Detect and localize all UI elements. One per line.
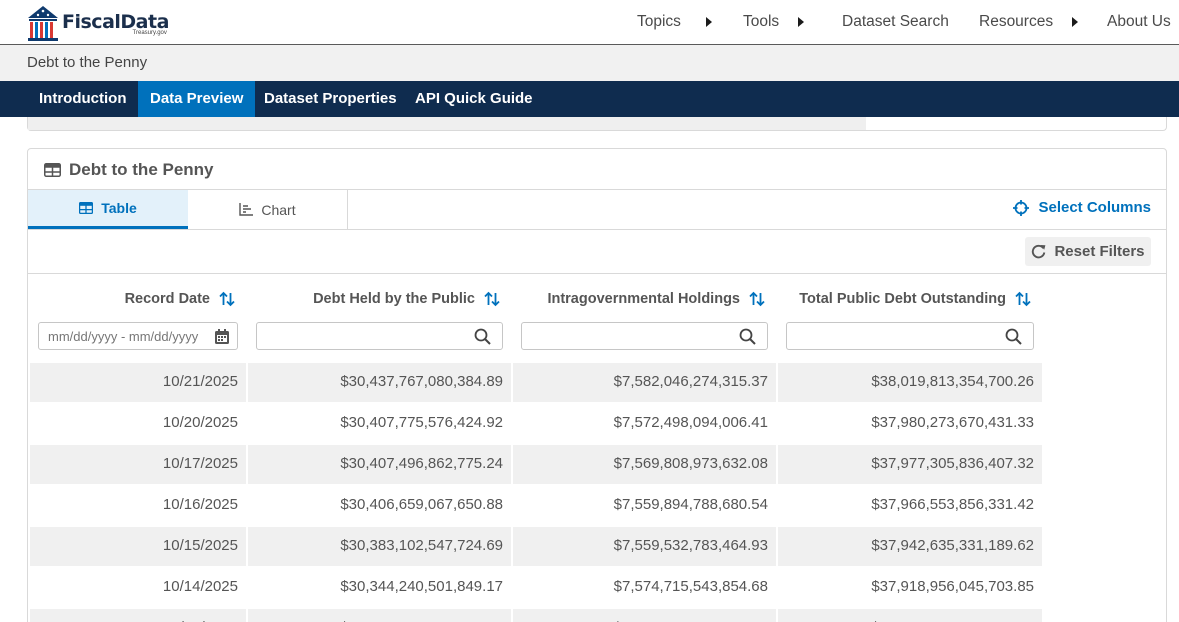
tab-introduction[interactable]: Introduction (39, 90, 127, 107)
nav-tools-label: Tools (743, 13, 780, 30)
cell-intragovernmental: $7,574,715,543,854.68 (613, 578, 768, 595)
cell-record-date: 10/14/2025 (162, 578, 238, 595)
sort-icon (484, 291, 500, 307)
search-icon (1005, 328, 1022, 345)
site-header: FiscalData Treasury.gov Topics Tools Dat… (0, 0, 1179, 45)
cell-total-debt: $37,918,956,045,703.85 (871, 578, 1034, 595)
table-icon (79, 202, 94, 214)
previous-section-remnant (27, 117, 1167, 131)
data-preview-card: Debt to the Penny Table Chart Select Col… (27, 148, 1167, 622)
debt-held-search-input[interactable] (256, 322, 503, 350)
table-view-tab[interactable]: Table (28, 190, 188, 229)
nav-resources[interactable]: Resources (979, 13, 1079, 31)
nav-tools[interactable]: Tools (743, 13, 805, 31)
cell-total-debt: $37,977,305,836,407.32 (778, 445, 1042, 484)
cell-intragovernmental: $7,571,631,838,138.14 (513, 609, 776, 622)
card-title: Debt to the Penny (44, 159, 214, 181)
caret-right-icon (798, 17, 805, 27)
cell-debt-held: $30,344,240,501,849.17 (340, 578, 503, 595)
nav-about-us[interactable]: About Us (1107, 13, 1171, 31)
cell-record-date: 10/15/2025 (30, 527, 246, 566)
cell-intragovernmental: $7,559,894,788,680.54 (613, 496, 768, 513)
cell-total-debt: $37,966,553,856,331.42 (871, 496, 1034, 513)
column-header-debt-held-by-public[interactable]: Debt Held by the Public (248, 289, 500, 309)
cell-total-debt: $38,019,813,354,700.26 (778, 363, 1042, 402)
bar-chart-icon (239, 203, 254, 216)
caret-right-icon (1072, 17, 1079, 27)
column-header-label: Total Public Debt Outstanding (799, 291, 1006, 307)
column-header-label: Record Date (124, 291, 210, 307)
logo-subtitle: Treasury.gov (132, 30, 167, 36)
cell-record-date: 10/16/2025 (162, 496, 238, 513)
tab-dataset-properties[interactable]: Dataset Properties (264, 90, 397, 107)
reset-filters-label: Reset Filters (1054, 243, 1145, 260)
tab-api-quick-guide[interactable]: API Quick Guide (415, 90, 533, 107)
chart-view-label: Chart (261, 201, 296, 218)
cell-record-date: 10/21/2025 (30, 363, 246, 402)
card-title-text: Debt to the Penny (69, 160, 214, 179)
cell-record-date: 10/10/2025 (30, 609, 246, 622)
fiscaldata-logo[interactable]: FiscalData Treasury.gov (26, 3, 169, 41)
search-icon (474, 328, 491, 345)
table-view-label: Table (101, 200, 137, 216)
cell-intragovernmental: $7,582,046,274,315.37 (513, 363, 776, 402)
breadcrumb: Debt to the Penny (27, 54, 148, 71)
cell-debt-held: $30,407,775,576,424.92 (340, 414, 503, 431)
column-header-record-date[interactable]: Record Date (38, 289, 235, 309)
select-columns-button[interactable]: Select Columns (1013, 199, 1151, 216)
intragovernmental-search-input[interactable] (521, 322, 768, 350)
cell-total-debt: $37,980,273,670,431.33 (871, 414, 1034, 431)
cell-debt-held: $30,407,496,862,775.24 (248, 445, 511, 484)
select-columns-label: Select Columns (1038, 199, 1151, 216)
section-tabs: Introduction Data Preview Dataset Proper… (0, 81, 1179, 117)
nav-dataset-search-label: Dataset Search (842, 13, 949, 30)
sort-icon (1015, 291, 1031, 307)
caret-right-icon (705, 17, 712, 27)
cell-intragovernmental: $7,572,498,094,006.41 (613, 414, 768, 431)
cell-debt-held: $30,406,659,067,650.88 (340, 496, 503, 513)
breadcrumb-bar: Debt to the Penny (0, 45, 1179, 81)
total-debt-search-input[interactable] (786, 322, 1034, 350)
cell-total-debt: $37,942,635,331,189.62 (778, 527, 1042, 566)
table-icon (44, 163, 61, 177)
nav-about-us-label: About Us (1107, 13, 1171, 30)
column-header-label: Intragovernmental Holdings (547, 291, 740, 307)
nav-topics-label: Topics (637, 13, 681, 30)
column-header-label: Debt Held by the Public (313, 291, 475, 307)
cell-intragovernmental: $7,559,532,783,464.93 (513, 527, 776, 566)
crosshair-icon (1013, 199, 1030, 216)
reset-icon (1032, 244, 1046, 259)
cell-record-date: 10/17/2025 (30, 445, 246, 484)
reset-filters-button[interactable]: Reset Filters (1025, 237, 1151, 266)
nav-dataset-search[interactable]: Dataset Search (842, 13, 949, 31)
sort-icon (219, 291, 235, 307)
cell-record-date: 10/20/2025 (162, 414, 238, 431)
nav-topics[interactable]: Topics (637, 13, 712, 31)
date-range-filter[interactable]: mm/dd/yyyy - mm/dd/yyyy (38, 322, 238, 350)
capitol-logo-icon (28, 5, 58, 41)
cell-debt-held: $30,313,773,257,085.48 (248, 609, 511, 622)
sort-icon (749, 291, 765, 307)
cell-debt-held: $30,437,767,080,384.89 (248, 363, 511, 402)
chart-view-tab[interactable]: Chart (188, 190, 348, 229)
cell-total-debt: $37,885,405,095,223.62 (778, 609, 1042, 622)
cell-debt-held: $30,383,102,547,724.69 (248, 527, 511, 566)
tab-data-preview[interactable]: Data Preview (138, 81, 256, 117)
nav-resources-label: Resources (979, 13, 1054, 30)
cell-intragovernmental: $7,569,808,973,632.08 (513, 445, 776, 484)
calendar-icon (215, 329, 229, 344)
date-range-placeholder: mm/dd/yyyy - mm/dd/yyyy (48, 328, 199, 344)
search-icon (739, 328, 756, 345)
column-header-intragovernmental-holdings[interactable]: Intragovernmental Holdings (513, 289, 765, 309)
column-header-total-public-debt[interactable]: Total Public Debt Outstanding (778, 289, 1031, 309)
logo-name: FiscalData (62, 11, 169, 33)
